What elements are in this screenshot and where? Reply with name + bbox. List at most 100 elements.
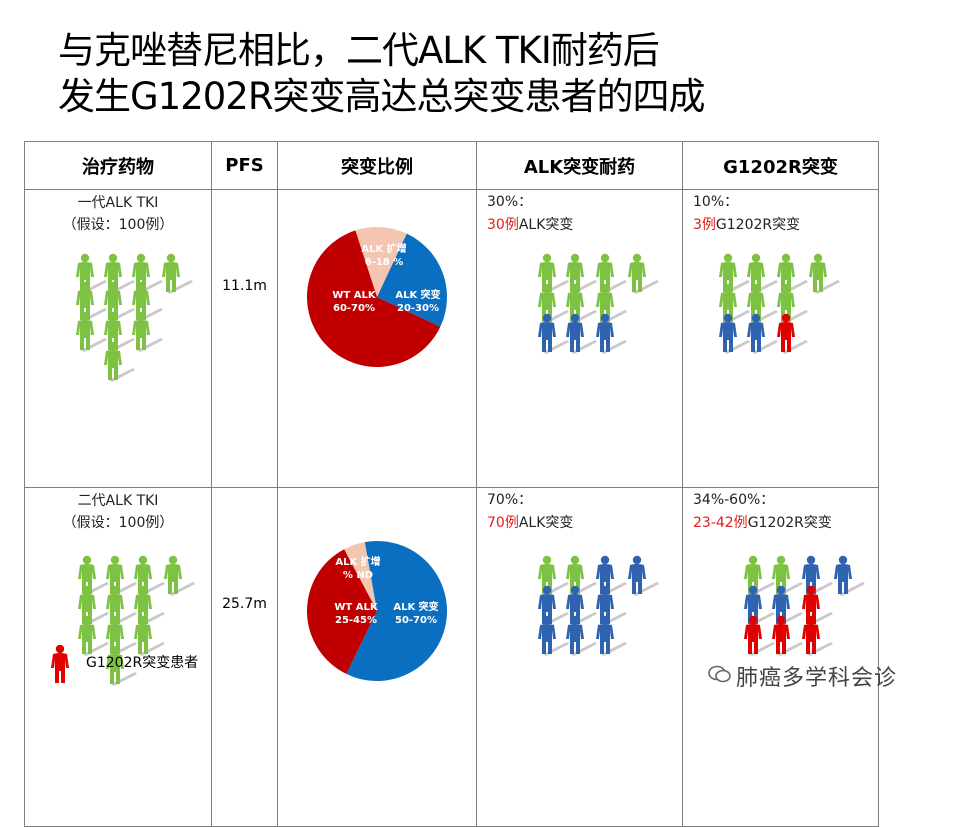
person-icon [628,555,659,596]
person-icon [538,253,569,294]
drug-cell: 二代ALK TKI （假设：100例） [25,488,211,718]
header-ratio: 突变比例 [277,141,477,190]
watermark-text: 肺癌多学科会诊 [736,666,898,691]
alk-count: 70例 [487,515,519,531]
pie-slice-range: 60-70% [333,303,375,314]
g1202r-count: 3例 [693,217,716,233]
person-icon [596,615,627,656]
alk-cell: 30%： 30例ALK突变 [477,190,682,399]
mutation-pie-chart: ALK 扩增 6-18 % ALK 突变 20-30% WT ALK 60-70% [307,227,447,367]
pie-slice-range: % ND [343,570,373,581]
person-icon [566,555,597,596]
g1202r-text: G1202R突变 [747,515,832,531]
pie-slice [344,542,377,611]
pie-slice-range: 25-45% [335,615,377,626]
g1202r-percent: 10%： [693,194,739,210]
person-icon [596,555,627,596]
alk-count: 30例 [487,217,519,233]
alk-percent: 70%： [487,492,533,508]
alk-percent: 30%： [487,194,533,210]
legend-person-icon [51,645,69,683]
g1202r-percent: 34%-60%： [693,492,775,508]
drug-name: 二代ALK TKI [77,493,159,509]
title-line-1: 与克唑替尼相比，二代ALK TKI耐药后 [58,29,660,72]
person-icon [719,313,750,354]
drug-assumption: （假设：100例） [62,217,174,233]
wechat-icon [708,665,731,683]
person-icon [596,313,627,354]
pie-slice-label: ALK 扩增 [335,555,380,568]
person-icon [104,341,135,382]
person-icon [132,281,163,322]
person-icon [834,555,865,596]
g1202r-text: G1202R突变 [715,217,801,233]
person-icon [809,253,840,294]
drug-cell: 一代ALK TKI （假设：100例） [25,190,211,399]
patient-icon-group [538,555,659,656]
person-icon [76,311,107,352]
person-icon [566,253,597,294]
person-icon [744,615,775,656]
mutation-pie-chart: ALK 扩增 % ND ALK 突变 50-70% WT ALK 25-45% [307,541,447,681]
pie-slice-label: ALK 扩增 [361,242,406,255]
patient-icon-group [744,555,865,656]
person-icon [719,253,750,294]
person-icon [538,615,569,656]
person-icon [628,253,659,294]
person-icon [106,645,137,686]
person-icon [132,253,163,294]
pie-slice [377,233,447,327]
person-icon [777,313,808,354]
pie-slice [307,549,377,674]
pie-slice [355,227,407,297]
person-icon [747,253,778,294]
pfs-value: 11.1m [222,278,267,294]
person-icon [566,615,597,656]
person-icon [596,253,627,294]
pfs-value: 25.7m [222,596,267,612]
pie-slice-label: WT ALK [334,602,378,613]
person-icon [777,253,808,294]
pie-cell: ALK 扩增 6-18 % ALK 突变 20-30% WT ALK 60-70% [278,190,476,399]
person-icon [164,555,195,596]
pie-slice [346,541,447,681]
drug-assumption: （假设：100例） [62,515,174,531]
person-icon [538,555,569,596]
person-icon [51,645,69,683]
person-icon [538,313,569,354]
person-icon [747,313,778,354]
patient-icon-group [719,253,840,354]
table-header-row: 治疗药物 PFS 突变比例 ALK突变耐药 G1202R突变 [24,141,879,190]
patient-icon-group [76,253,193,382]
person-icon [772,555,803,596]
pie-slice-range: 50-70% [395,615,437,626]
person-icon [78,615,109,656]
person-icon [772,615,803,656]
person-icon [132,311,163,352]
patient-icon-group [538,253,659,354]
person-icon [566,313,597,354]
drug-name: 一代ALK TKI [77,195,159,211]
person-icon [76,253,107,294]
pie-slice-range: 20-30% [397,303,439,314]
g1202r-cell: 34%-60%： 23-42例G1202R突变 [683,488,878,718]
person-icon [802,615,833,656]
alk-cell: 70%： 70例ALK突变 [477,488,682,718]
header-alk-resist: ALK突变耐药 [476,141,683,190]
person-icon [802,555,833,596]
g1202r-count: 23-42例 [693,515,748,531]
pie-slice-range: 6-18 % [365,257,404,268]
alk-text: ALK突变 [518,515,574,531]
person-icon [78,555,109,596]
alk-text: ALK突变 [518,217,574,233]
table-row: 一代ALK TKI （假设：100例） 11.1m ALK 扩增 6-18 % AL… [24,189,879,488]
header-g1202r: G1202R突变 [682,141,879,190]
patient-icon-group [78,555,195,686]
header-pfs: PFS [211,141,278,190]
person-icon [134,555,165,596]
g1202r-cell: 10%： 3例G1202R突变 [683,190,878,399]
title-line-2: 发生G1202R突变高达总突变患者的四成 [58,75,706,118]
person-icon [134,615,165,656]
pie-slice-label: ALK 突变 [395,288,440,301]
legend-label: G1202R突变患者 [86,655,199,671]
